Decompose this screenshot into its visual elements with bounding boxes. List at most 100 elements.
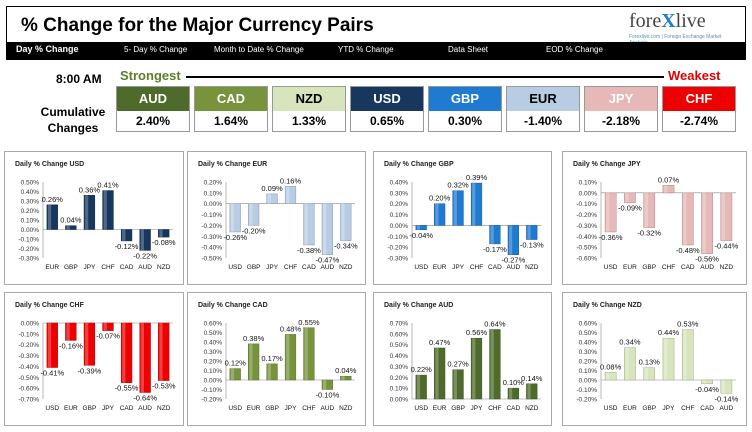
bar-highlight xyxy=(103,323,107,331)
chart-panel-gbp[interactable]: Daily % Change GBP 0.40% 0.30% 0.20% 0.10% 0.… xyxy=(373,151,552,285)
tab-eod-change[interactable]: EOD % Change xyxy=(546,45,603,54)
y-tick-label: -0.10% xyxy=(576,387,597,394)
tab-5day-change[interactable]: 5- Day % Change xyxy=(124,45,188,54)
y-tick-label: 0.30% xyxy=(204,349,223,356)
chart-title: Daily % Change CAD xyxy=(198,302,268,309)
bar-gbp xyxy=(643,367,656,381)
chart-title: Daily % Change EUR xyxy=(198,161,267,168)
chart-panel-cad[interactable]: Daily % Change CAD 0.60% 0.50% 0.40% 0.30% 0.… xyxy=(187,292,366,426)
data-label: -0.10% xyxy=(315,391,339,400)
x-tick-label: EUR xyxy=(623,264,637,271)
currency-card-jpy[interactable]: JPY -2.18% xyxy=(584,86,658,132)
y-tick-label: 0.30% xyxy=(579,349,598,356)
x-tick-label: USD xyxy=(604,405,618,412)
bar-highlight xyxy=(122,323,126,383)
bar-highlight xyxy=(230,203,235,232)
bar-jpy xyxy=(470,337,483,400)
bar-chart: Daily % Change JPY 0.10% 0.00% -0.10% -0.20%… xyxy=(573,161,739,271)
chart-panel-aud[interactable]: Daily % Change AUD 0.70% 0.60% 0.50% 0.40% 0.… xyxy=(373,292,552,426)
bar-chf xyxy=(681,329,694,381)
y-tick-label: 0.50% xyxy=(21,180,40,187)
x-tick-label: CHF xyxy=(101,264,114,271)
currency-card-aud[interactable]: AUD 2.40% xyxy=(116,86,190,132)
currency-card-chf[interactable]: CHF -2.74% xyxy=(662,86,736,132)
bar-usd xyxy=(415,225,427,231)
bar-highlight xyxy=(702,380,706,384)
bar-nzd xyxy=(340,375,352,381)
tab-month-to-date[interactable]: Month to Date % Change xyxy=(214,45,304,54)
bar-cad xyxy=(681,192,694,246)
data-label: 0.34% xyxy=(619,338,641,347)
x-tick-label: EUR xyxy=(247,405,261,412)
x-tick-label: JPY xyxy=(471,405,484,412)
bar-aud xyxy=(507,225,519,255)
tab-day-change[interactable]: Day % Change xyxy=(16,44,79,54)
y-tick-label: 0.20% xyxy=(21,208,40,215)
chart-panel-jpy[interactable]: Daily % Change JPY 0.10% 0.00% -0.10% -0.20%… xyxy=(562,151,747,285)
bar-highlight xyxy=(286,186,290,204)
bar-highlight xyxy=(472,338,476,399)
x-tick-label: NZD xyxy=(525,405,539,412)
bar-cad xyxy=(120,322,133,383)
data-label: -0.64% xyxy=(133,393,157,402)
bar-highlight xyxy=(323,380,327,390)
y-tick-label: 0.10% xyxy=(390,212,409,219)
forexlive-logo[interactable]: foreXlive Forexlive.com | Foreign Exchan… xyxy=(629,10,729,46)
x-tick-label: EUR xyxy=(45,264,59,271)
y-tick-label: 0.40% xyxy=(21,189,40,196)
data-label: -0.32% xyxy=(637,229,661,238)
y-tick-label: -0.10% xyxy=(201,212,222,219)
bar-highlight xyxy=(85,195,89,230)
bar-eur xyxy=(434,347,446,400)
y-tick-label: -0.50% xyxy=(201,256,222,263)
x-tick-label: AUD xyxy=(320,405,334,412)
y-tick-label: -0.60% xyxy=(576,256,597,263)
bar-highlight xyxy=(304,203,308,245)
tab-data-sheet[interactable]: Data Sheet xyxy=(448,45,489,54)
currency-cumulative-value: 1.64% xyxy=(195,111,267,131)
x-tick-label: GBP xyxy=(642,264,656,271)
bar-highlight xyxy=(267,193,271,204)
currency-card-nzd[interactable]: NZD 1.33% xyxy=(272,86,346,132)
bar-highlight xyxy=(625,347,629,380)
logo-text-c: live xyxy=(675,10,706,32)
bar-highlight xyxy=(435,347,439,399)
data-label: 0.13% xyxy=(639,358,661,367)
y-tick-label: 0.00% xyxy=(390,223,409,230)
x-tick-label: EUR xyxy=(623,405,637,412)
tab-ytd-change[interactable]: YTD % Change xyxy=(338,45,394,54)
chart-panel-chf[interactable]: Daily % Change CHF 0.00% -0.10% -0.20% -0.30… xyxy=(4,292,184,426)
chart-panel-eur[interactable]: Daily % Change EUR 0.20% 0.10% 0.00% -0.10% -… xyxy=(187,151,366,285)
x-tick-label: NZD xyxy=(720,264,734,271)
x-tick-label: GBP xyxy=(642,405,656,412)
x-tick-label: AUD xyxy=(700,264,714,271)
x-tick-label: CAD xyxy=(488,264,502,271)
logo-text-a: fore xyxy=(629,10,662,32)
bar-usd xyxy=(229,203,241,233)
chart-panel-nzd[interactable]: Daily % Change NZD 0.60% 0.50% 0.40% 0.30% 0.… xyxy=(562,292,747,426)
bar-chf xyxy=(489,329,501,400)
x-tick-label: CAD xyxy=(681,264,695,271)
data-label: -0.34% xyxy=(334,242,358,251)
currency-card-usd[interactable]: USD 0.65% xyxy=(350,86,424,132)
data-label: -0.07% xyxy=(96,332,120,341)
y-tick-label: -0.10% xyxy=(18,237,39,244)
x-tick-label: CHF xyxy=(488,405,501,412)
chart-panel-usd[interactable]: Daily % Change USD 0.50% 0.40% 0.30% 0.20% 0.… xyxy=(4,151,184,285)
currency-name: JPY xyxy=(585,87,657,111)
currency-card-eur[interactable]: EUR -1.40% xyxy=(506,86,580,132)
data-label: 0.07% xyxy=(658,175,680,184)
data-label: -0.47% xyxy=(315,256,339,265)
x-tick-label: USD xyxy=(45,405,59,412)
y-tick-label: 0.40% xyxy=(390,353,409,360)
bar-jpy xyxy=(266,193,278,204)
y-tick-label: -0.20% xyxy=(576,212,597,219)
currency-name: CAD xyxy=(195,87,267,111)
currency-card-cad[interactable]: CAD 1.64% xyxy=(194,86,268,132)
data-label: 0.12% xyxy=(225,359,247,368)
chart-title: Daily % Change USD xyxy=(15,161,84,168)
data-label: -0.27% xyxy=(501,256,525,265)
data-label: 0.48% xyxy=(280,324,302,333)
chart-title: Daily % Change JPY xyxy=(573,161,641,168)
currency-card-gbp[interactable]: GBP 0.30% xyxy=(428,86,502,132)
